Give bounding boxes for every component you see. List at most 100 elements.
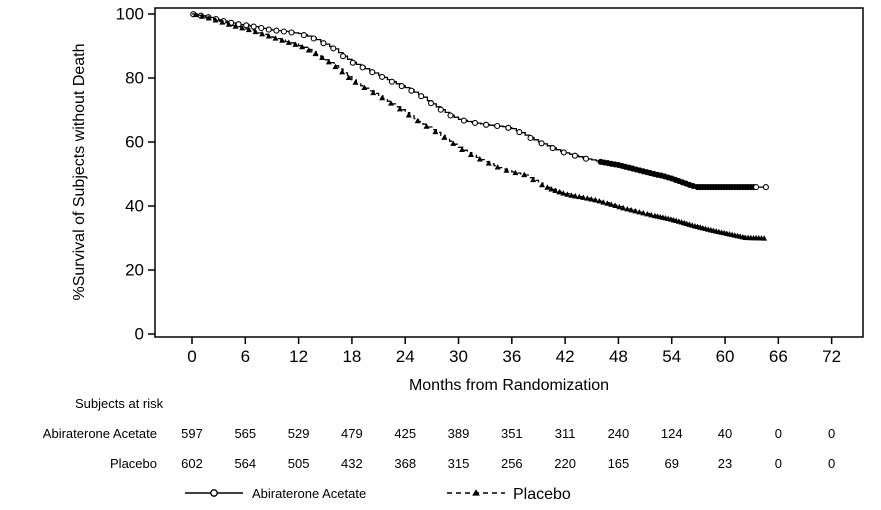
plot-frame bbox=[154, 7, 864, 338]
censor-open-circle-icon bbox=[288, 29, 295, 36]
risk-value: 479 bbox=[341, 426, 363, 441]
y-axis-ticks: 0 20 40 60 80 100 bbox=[116, 5, 155, 344]
censor-filled-triangle-icon bbox=[512, 169, 519, 176]
censor-open-circle-icon bbox=[359, 64, 366, 71]
censor-open-circle-icon bbox=[398, 83, 405, 90]
censor-filled-triangle-icon bbox=[588, 196, 595, 202]
censor-filled-triangle-icon bbox=[620, 204, 627, 211]
censor-open-circle-icon bbox=[330, 45, 337, 52]
x-tick-label: 60 bbox=[716, 347, 735, 366]
censor-open-circle-icon bbox=[300, 32, 307, 39]
risk-value: 240 bbox=[608, 426, 630, 441]
censor-open-circle-icon bbox=[762, 184, 769, 191]
risk-value: 124 bbox=[661, 426, 683, 441]
censor-filled-triangle-icon bbox=[503, 167, 510, 173]
censor-open-circle-icon bbox=[349, 59, 356, 66]
censor-filled-triangle-icon bbox=[405, 112, 412, 118]
censor-filled-triangle-icon bbox=[576, 193, 583, 200]
censor-filled-triangle-icon bbox=[485, 160, 492, 166]
censor-open-circle-icon bbox=[437, 106, 444, 113]
risk-row-label-abiraterone: Abiraterone Acetate bbox=[43, 426, 157, 441]
censor-filled-triangle-icon bbox=[339, 69, 346, 75]
censor-filled-triangle-icon bbox=[467, 151, 474, 157]
risk-value: 368 bbox=[394, 456, 416, 471]
censor-open-circle-icon bbox=[408, 87, 415, 94]
legend-label-placebo: Placebo bbox=[513, 486, 571, 503]
censor-filled-triangle-icon bbox=[628, 206, 635, 213]
x-tick-label: 0 bbox=[187, 347, 196, 366]
censor-open-circle-icon bbox=[753, 184, 760, 191]
risk-value: 351 bbox=[501, 426, 523, 441]
censor-filled-triangle-icon bbox=[580, 194, 587, 200]
risk-value: 389 bbox=[448, 426, 470, 441]
censor-open-circle-icon bbox=[549, 145, 556, 152]
risk-table-title: Subjects at risk bbox=[75, 396, 164, 411]
censor-filled-triangle-icon bbox=[225, 21, 232, 27]
censor-open-circle-icon bbox=[427, 100, 435, 107]
risk-value: 220 bbox=[554, 456, 576, 471]
risk-value: 0 bbox=[828, 456, 835, 471]
subjects-at-risk-table: Subjects at risk Abiraterone Acetate Pla… bbox=[43, 396, 835, 471]
risk-value: 165 bbox=[608, 456, 630, 471]
censor-filled-triangle-icon bbox=[459, 146, 466, 153]
censor-filled-triangle-icon bbox=[199, 13, 206, 19]
censor-filled-triangle-icon bbox=[544, 184, 551, 190]
y-tick-label: 40 bbox=[125, 197, 144, 216]
censor-filled-triangle-icon bbox=[345, 74, 352, 80]
risk-value: 40 bbox=[718, 426, 732, 441]
risk-table-values: 597 565 529 479 425 389 351 311 240 124 40 0 0 602 564… bbox=[181, 426, 835, 471]
legend-label-abiraterone: Abiraterone Acetate bbox=[252, 486, 366, 501]
censor-filled-triangle-icon bbox=[552, 187, 559, 193]
censor-filled-triangle-icon bbox=[560, 190, 567, 196]
censor-filled-triangle-icon bbox=[616, 203, 623, 210]
censor-filled-triangle-icon bbox=[648, 211, 655, 218]
censor-open-circle-icon bbox=[494, 122, 501, 130]
censor-open-circle-icon bbox=[418, 93, 425, 100]
survival-curves bbox=[190, 11, 769, 241]
censor-filled-triangle-icon bbox=[432, 128, 439, 135]
censor-filled-triangle-icon bbox=[396, 106, 403, 112]
censor-open-circle-icon bbox=[388, 78, 395, 85]
censor-open-circle-icon bbox=[505, 124, 512, 131]
risk-value: 564 bbox=[234, 456, 256, 471]
censor-filled-triangle-icon bbox=[285, 39, 292, 45]
censor-open-circle-icon bbox=[250, 23, 257, 30]
censor-filled-triangle-icon bbox=[299, 43, 306, 50]
censor-open-circle-icon bbox=[527, 134, 534, 142]
censor-filled-triangle-icon bbox=[361, 84, 368, 91]
x-axis-ticks: 0 6 12 18 24 30 36 42 48 54 60 66 72 bbox=[187, 337, 841, 366]
censor-filled-triangle-icon bbox=[292, 41, 299, 47]
risk-value: 0 bbox=[828, 426, 835, 441]
censor-filled-triangle-icon bbox=[265, 33, 272, 39]
censor-open-circle-icon bbox=[560, 149, 567, 156]
x-tick-label: 12 bbox=[289, 347, 308, 366]
censor-open-circle-icon bbox=[460, 117, 467, 124]
censor-filled-triangle-icon bbox=[259, 30, 266, 37]
legend: Abiraterone Acetate Placebo bbox=[185, 486, 571, 503]
x-tick-label: 48 bbox=[609, 347, 628, 366]
x-tick-label: 24 bbox=[396, 347, 415, 366]
legend-open-circle-icon bbox=[210, 489, 218, 497]
censor-open-circle-icon bbox=[516, 129, 523, 136]
legend-filled-triangle-icon bbox=[472, 489, 480, 496]
censor-filled-triangle-icon bbox=[423, 123, 430, 129]
risk-value: 69 bbox=[665, 456, 679, 471]
risk-value: 315 bbox=[448, 456, 470, 471]
censor-filled-triangle-icon bbox=[572, 193, 579, 199]
risk-row-label-placebo: Placebo bbox=[110, 456, 157, 471]
censor-filled-triangle-icon bbox=[539, 181, 546, 188]
x-tick-label: 72 bbox=[822, 347, 841, 366]
censor-filled-triangle-icon bbox=[636, 208, 643, 215]
risk-value: 311 bbox=[555, 426, 576, 441]
censor-filled-triangle-icon bbox=[612, 202, 619, 209]
censor-filled-triangle-icon bbox=[370, 89, 377, 96]
censor-filled-triangle-icon bbox=[556, 188, 563, 195]
risk-value: 432 bbox=[341, 456, 363, 471]
censor-filled-triangle-icon bbox=[232, 23, 239, 29]
risk-value: 0 bbox=[775, 456, 782, 471]
censor-filled-triangle-icon bbox=[352, 79, 359, 85]
risk-value: 0 bbox=[775, 426, 782, 441]
y-tick-label: 20 bbox=[125, 261, 144, 280]
censor-open-circle-icon bbox=[280, 28, 287, 35]
